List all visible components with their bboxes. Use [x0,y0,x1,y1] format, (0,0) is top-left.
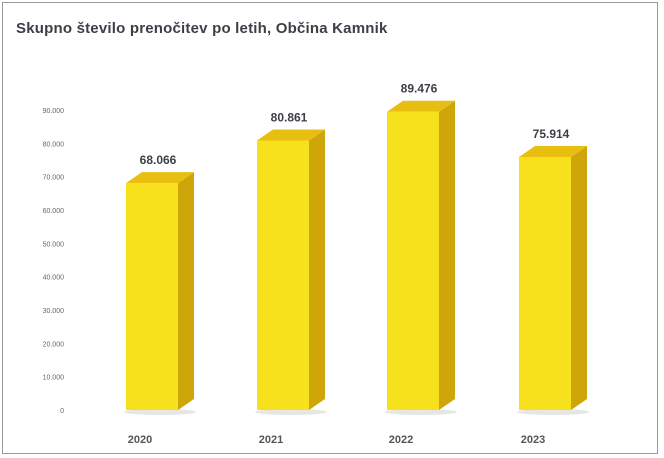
y-tick-label-0: 0 [60,408,64,415]
bar-shadow [124,409,196,415]
y-tick-label-80000: 80.000 [43,141,65,148]
y-tick-label-70000: 70.000 [43,175,65,182]
bar-shadow [385,409,457,415]
y-tick-label-50000: 50.000 [43,241,65,248]
y-tick-label-90000: 90.000 [43,108,65,115]
bar-front-face [257,140,309,411]
bar-shadow [517,409,589,415]
y-axis: 0 10.000 20.000 30.000 40.000 50.000 60.000 70.… [43,108,65,415]
bar-side-face [571,145,587,410]
bar-2022: 89.476 [385,82,457,415]
bar-top-face [519,145,587,157]
data-label-2023: 75.914 [533,127,570,141]
x-tick-label-2020: 2020 [128,434,152,446]
x-tick-label-2022: 2022 [389,434,413,446]
bar-front-face [387,111,439,410]
y-tick-label-40000: 40.000 [43,275,65,282]
chart-title: Skupno število prenočitev po letih, Obči… [16,20,388,37]
bar-2023: 75.914 [517,127,589,415]
bar-shadow [255,409,327,415]
x-tick-label-2023: 2023 [521,434,545,446]
data-label-2021: 80.861 [271,110,308,124]
bar-side-face [178,172,194,410]
bar-top-face [126,172,194,184]
x-axis: 2020 2021 2022 2023 [128,434,545,446]
bar-side-face [439,100,455,410]
bar-2021: 80.861 [255,110,327,415]
bar-top-face [257,129,325,141]
data-label-2022: 89.476 [401,82,438,96]
x-tick-label-2021: 2021 [259,434,283,446]
y-tick-label-60000: 60.000 [43,208,65,215]
data-label-2020: 68.066 [140,153,177,167]
bar-side-face [309,129,325,411]
y-tick-label-10000: 10.000 [43,375,65,382]
y-tick-label-20000: 20.000 [43,341,65,348]
bar-2020: 68.066 [124,153,196,415]
bar-front-face [519,156,571,410]
bar-front-face [126,183,178,410]
bars: 68.066 80.861 89.476 75.914 [124,82,589,415]
y-tick-label-30000: 30.000 [43,308,65,315]
bar-top-face [387,100,455,112]
